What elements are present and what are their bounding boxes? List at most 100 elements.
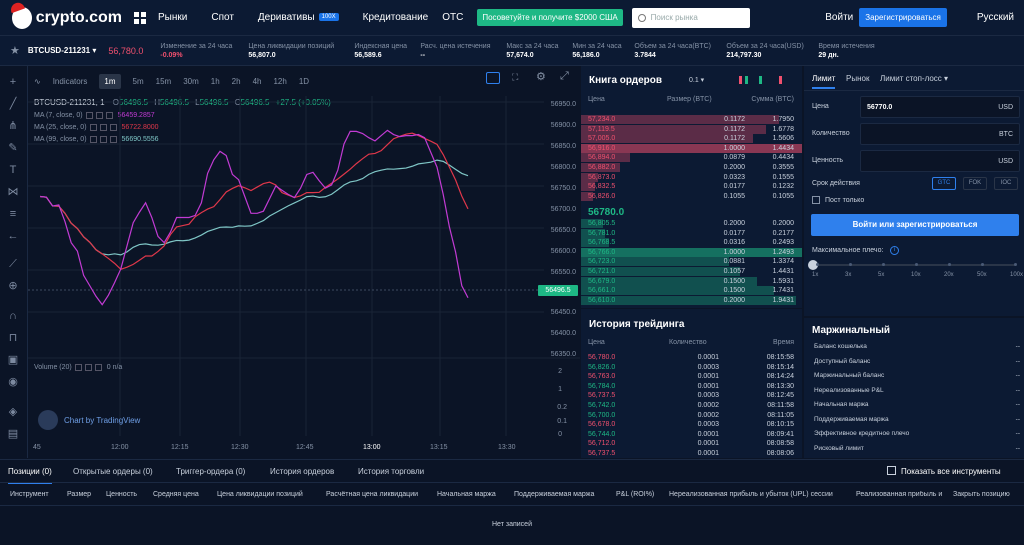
text-icon[interactable]: T bbox=[9, 164, 17, 176]
volume-close-icon[interactable] bbox=[94, 364, 102, 371]
indicators-icon[interactable]: ∿ bbox=[34, 76, 41, 86]
ruler-icon[interactable]: ⟋ bbox=[9, 258, 17, 270]
language-selector[interactable]: Русский bbox=[976, 12, 1014, 23]
apps-grid-icon[interactable] bbox=[134, 11, 146, 24]
timeframe-1m[interactable]: 1m bbox=[99, 73, 121, 89]
bid-row[interactable]: 56,679.0 0.1500 1.5931 bbox=[581, 276, 802, 286]
timeframe-1h[interactable]: 1h bbox=[210, 76, 220, 86]
chart-type-icon[interactable] bbox=[486, 72, 500, 84]
price-input[interactable]: 56770.0 USD bbox=[860, 96, 1020, 118]
show-all-checkbox[interactable] bbox=[887, 466, 896, 475]
leverage-tick[interactable]: 50x bbox=[977, 272, 987, 278]
volume-settings-icon[interactable] bbox=[84, 364, 92, 371]
expand-icon[interactable]: ⤢ bbox=[560, 70, 569, 82]
view-asks-icon[interactable] bbox=[779, 76, 788, 84]
bid-row[interactable]: 56,610.0 0.2000 1.9431 bbox=[581, 295, 802, 305]
settings-gear-icon[interactable]: ⚙ bbox=[536, 71, 546, 83]
ask-row[interactable]: 57,119.5 0.1172 1.6778 bbox=[581, 124, 802, 134]
leverage-tick[interactable]: 100x bbox=[1010, 272, 1024, 278]
timeframe-5m[interactable]: 5m bbox=[132, 76, 144, 86]
ma-close-icon[interactable] bbox=[109, 124, 117, 131]
layers-icon[interactable]: ◈ bbox=[8, 406, 18, 418]
ma-settings-icon[interactable] bbox=[99, 136, 107, 143]
leverage-tick[interactable]: 1x bbox=[812, 272, 819, 278]
brush-icon[interactable]: ✎ bbox=[8, 142, 18, 154]
fib-icon[interactable]: ≡ bbox=[9, 208, 17, 220]
arrow-left-icon[interactable]: ← bbox=[7, 230, 19, 242]
register-button[interactable]: Зарегистрироваться bbox=[859, 8, 947, 27]
ask-row[interactable]: 57,234.0 0.1172 1.7950 bbox=[581, 115, 802, 124]
bid-row[interactable]: 56,766.0 1.0000 1.2493 bbox=[581, 247, 802, 257]
ma-toggle-icon[interactable] bbox=[85, 112, 93, 119]
bid-row[interactable]: 56,768.5 0.0316 0.2493 bbox=[581, 238, 802, 248]
ask-row[interactable]: 56,826.0 0.1055 0.1055 bbox=[581, 191, 802, 201]
view-bids-icon[interactable] bbox=[759, 76, 768, 84]
ask-row[interactable]: 56,832.5 0.0177 0.1232 bbox=[581, 182, 802, 192]
tif-ioc[interactable]: IOC bbox=[994, 177, 1018, 190]
timeframe-12h[interactable]: 12h bbox=[273, 76, 287, 86]
lock-drawings-icon[interactable]: ⊓ bbox=[8, 332, 18, 344]
leverage-tick[interactable]: 3x bbox=[845, 272, 852, 278]
tab-positions[interactable]: Позиции (0) bbox=[8, 467, 52, 484]
leverage-tick[interactable]: 5x bbox=[878, 272, 885, 278]
trendline-icon[interactable]: ╱ bbox=[9, 98, 17, 110]
ma-toggle-icon[interactable] bbox=[89, 124, 97, 131]
lock-icon[interactable]: ▣ bbox=[7, 354, 19, 366]
value-input[interactable]: USD bbox=[860, 150, 1020, 172]
tab-stop-limit[interactable]: Лимит стоп-лосс ▾ bbox=[880, 74, 949, 83]
bid-row[interactable]: 56,781.0 0.0177 0.2177 bbox=[581, 228, 802, 238]
info-icon[interactable]: i bbox=[890, 246, 899, 255]
nav-lending[interactable]: Кредитование bbox=[362, 12, 429, 23]
leverage-tick[interactable]: 10x bbox=[911, 272, 921, 278]
ask-row[interactable]: 56,916.0 1.0000 1.4434 bbox=[581, 143, 802, 153]
fullscreen-icon[interactable]: ⛶ bbox=[512, 72, 519, 82]
tradingview-watermark[interactable]: Chart by TradingView bbox=[38, 410, 140, 430]
indicators-button[interactable]: Indicators bbox=[52, 76, 88, 86]
ma-settings-icon[interactable] bbox=[99, 124, 107, 131]
ask-row[interactable]: 57,005.0 0.1172 1.5606 bbox=[581, 134, 802, 144]
trash-icon[interactable]: ▤ bbox=[7, 428, 19, 440]
ma-close-icon[interactable] bbox=[109, 136, 117, 143]
leverage-slider-handle[interactable] bbox=[808, 260, 818, 270]
view-both-icon[interactable] bbox=[739, 76, 748, 84]
referral-promo-button[interactable]: Посоветуйте и получите $2000 США bbox=[477, 9, 623, 26]
bid-row[interactable]: 56,805.5 0.2000 0.2000 bbox=[581, 219, 802, 228]
tab-trade-history[interactable]: История торговли bbox=[358, 467, 425, 476]
favorite-star-icon[interactable]: ★ bbox=[10, 45, 20, 57]
nav-markets[interactable]: Рынки bbox=[158, 12, 188, 23]
ask-row[interactable]: 56,894.0 0.0879 0.4434 bbox=[581, 153, 802, 163]
eye-icon[interactable]: ◉ bbox=[8, 376, 18, 388]
volume-toggle-icon[interactable] bbox=[74, 364, 82, 371]
magnet-icon[interactable]: ∩ bbox=[9, 310, 17, 322]
tab-order-history[interactable]: История ордеров bbox=[270, 467, 335, 476]
symbol-selector[interactable]: BTCUSD-211231 ▾ bbox=[27, 46, 97, 55]
crosshair-icon[interactable]: + bbox=[9, 76, 17, 88]
bid-row[interactable]: 56,721.0 0.1057 1.4431 bbox=[581, 267, 802, 276]
timeframe-15m[interactable]: 15m bbox=[155, 76, 172, 86]
ma-settings-icon[interactable] bbox=[95, 112, 103, 119]
tab-trigger-orders[interactable]: Триггер-ордера (0) bbox=[176, 467, 246, 476]
qty-input[interactable]: BTC bbox=[860, 123, 1020, 145]
ma-toggle-icon[interactable] bbox=[89, 136, 97, 143]
nav-spot[interactable]: Спот bbox=[211, 12, 234, 23]
login-register-button[interactable]: Войти или зарегистрироваться bbox=[811, 214, 1019, 236]
timeframe-30m[interactable]: 30m bbox=[183, 76, 199, 86]
leverage-tick[interactable]: 20x bbox=[944, 272, 954, 278]
bid-row[interactable]: 56,661.0 0.1500 1.7431 bbox=[581, 286, 802, 296]
post-only-checkbox[interactable] bbox=[812, 196, 820, 204]
tab-market[interactable]: Рынок bbox=[846, 74, 870, 83]
tab-limit[interactable]: Лимит bbox=[812, 74, 836, 89]
bid-row[interactable]: 56,723.0 0.0881 1.3374 bbox=[581, 257, 802, 267]
tab-open-orders[interactable]: Открытые ордеры (0) bbox=[73, 467, 153, 476]
timeframe-1d[interactable]: 1D bbox=[298, 76, 310, 86]
zoom-in-icon[interactable]: ⊕ bbox=[8, 280, 18, 292]
tif-gtc[interactable]: GTC bbox=[932, 177, 956, 190]
pitchfork-icon[interactable]: ⋔ bbox=[8, 120, 18, 132]
pattern-icon[interactable]: ⋈ bbox=[7, 186, 19, 198]
precision-selector[interactable]: 0.1 ▾ bbox=[689, 77, 705, 84]
nav-derivatives[interactable]: Деривативы 100X bbox=[258, 12, 339, 23]
ask-row[interactable]: 56,873.0 0.0323 0.1555 bbox=[581, 172, 802, 182]
logo[interactable]: crypto.com bbox=[12, 6, 122, 29]
timeframe-2h[interactable]: 2h bbox=[231, 76, 241, 86]
market-search-input[interactable]: Поиск рынка bbox=[631, 7, 750, 28]
